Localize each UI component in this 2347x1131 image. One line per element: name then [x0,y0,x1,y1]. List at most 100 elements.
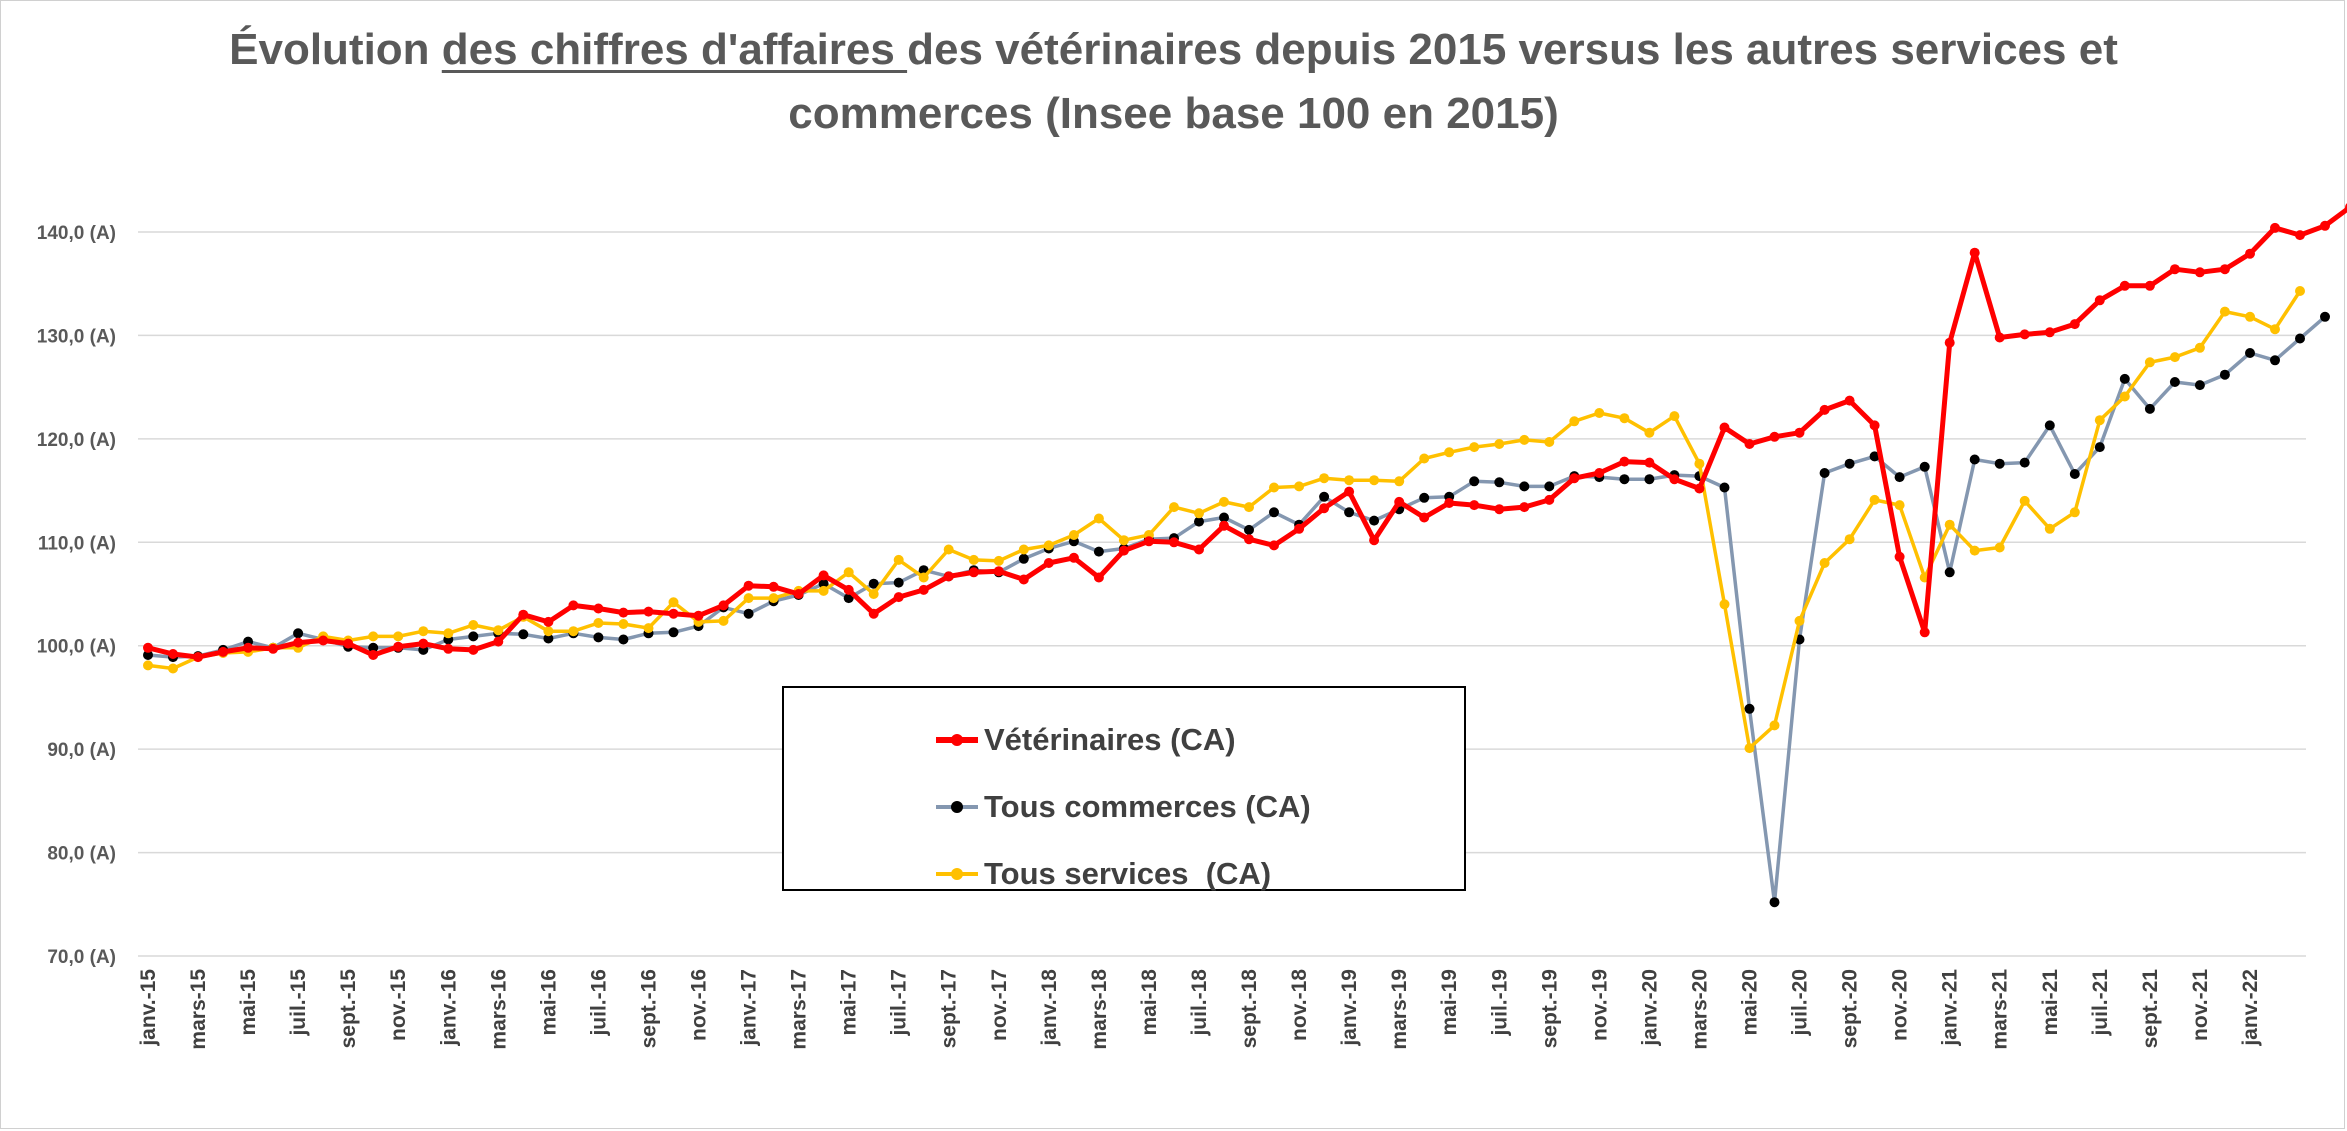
data-point-tous-commerces [543,633,554,644]
data-point-tous-commerces [1719,482,1730,493]
data-point-tous-commerces [468,631,479,642]
data-point-tous-commerces [893,577,904,588]
data-point-veterinaires [1619,456,1630,467]
data-point-tous-services [2295,286,2305,296]
data-point-veterinaires [893,592,904,603]
data-point-tous-services [1018,544,1029,555]
data-point-tous-commerces [1018,553,1029,564]
x-tick-label: mars-18 [1088,969,1111,1050]
chart-title: Évolution des chiffres d'affaires des vé… [0,18,2347,146]
y-tick-label: 70,0 (A) [47,947,116,968]
data-point-tous-commerces [2219,369,2230,380]
series-line-veterinaires [147,206,2347,660]
data-point-veterinaires [568,600,579,611]
data-point-veterinaires [593,603,604,614]
x-tick-label: janv.-20 [1638,969,1661,1047]
data-point-veterinaires [1494,504,1505,515]
x-tick-label: nov.-17 [988,969,1011,1041]
data-point-veterinaires [643,606,654,617]
data-point-veterinaires [2245,248,2255,259]
x-tick-label: janv.-17 [738,969,761,1047]
x-tick-label: mars-20 [1688,969,1711,1050]
data-point-tous-commerces [668,627,679,638]
legend-symbol-tous-services [936,868,978,880]
data-point-tous-services [1744,743,1755,754]
data-point-tous-services [2119,391,2130,402]
data-point-veterinaires [1994,332,2005,343]
legend-item-veterinaires: Vétérinaires (CA) [934,720,1236,760]
data-point-tous-services [2044,523,2055,534]
data-point-tous-commerces [1419,492,1430,503]
data-point-veterinaires [2144,280,2155,291]
data-point-tous-commerces [2069,469,2080,479]
data-point-veterinaires [1444,498,1455,508]
data-point-tous-services [1969,545,1980,556]
data-point-tous-commerces [1869,451,1880,462]
x-axis-labels: janv.-15 mars-15 mai-15 juil.-15 sept.-15 nov… [137,969,2262,1050]
data-point-tous-services [1569,416,1580,427]
data-point-veterinaires [368,650,379,660]
data-point-veterinaires [468,644,479,655]
x-tick-label: nov.-18 [1288,969,1311,1041]
data-point-veterinaires [1919,627,1930,638]
data-point-tous-services [1594,408,1605,418]
data-point-tous-services [1619,413,1630,424]
legend: Vétérinaires (CA) Tous commerces (CA) To… [782,686,1466,891]
data-point-tous-commerces [1544,481,1555,492]
data-point-tous-commerces [1494,477,1505,488]
data-point-tous-commerces [743,608,754,619]
data-point-tous-services [1419,453,1430,464]
x-tick-label: sept.-19 [1538,969,1561,1048]
data-point-tous-services [1043,540,1054,551]
data-point-veterinaires [2069,319,2080,330]
data-point-veterinaires [1394,496,1405,507]
data-point-tous-services [1469,442,1480,453]
data-point-tous-services [2245,311,2255,322]
data-point-veterinaires [1018,574,1029,585]
data-point-veterinaires [1068,552,1079,563]
data-point-tous-services [1294,481,1305,492]
data-point-tous-commerces [1944,567,1955,578]
data-point-tous-services [1694,458,1705,469]
x-tick-label: juil.-16 [587,969,610,1037]
x-tick-label: juil.-21 [2089,969,2112,1037]
data-point-veterinaires [1118,545,1129,556]
data-point-tous-commerces [1844,458,1855,469]
data-point-tous-services [868,589,879,599]
data-point-veterinaires [1169,537,1179,548]
legend-item-tous-services: Tous services (CA) [934,854,1271,894]
data-point-tous-commerces [293,628,304,639]
data-point-tous-services [2270,324,2280,335]
data-point-veterinaires [1819,404,1830,415]
data-point-tous-commerces [1244,524,1254,535]
data-point-veterinaires [318,635,329,646]
title-part2: des vétérinaires depuis 2015 versus les … [907,25,2118,74]
data-point-veterinaires [1219,520,1229,531]
data-point-tous-services [593,618,604,628]
y-tick-label: 80,0 (A) [47,844,116,865]
data-point-tous-commerces [1219,512,1229,523]
data-point-tous-services [2219,306,2230,317]
x-tick-label: juil.-15 [287,969,310,1037]
data-point-veterinaires [1043,558,1054,568]
data-point-tous-commerces [1519,481,1530,492]
x-tick-label: mai-15 [237,969,260,1036]
data-point-veterinaires [993,566,1004,577]
data-point-tous-services [2144,357,2155,368]
x-tick-label: juil.-18 [1188,969,1211,1037]
x-tick-label: sept.-17 [938,969,961,1048]
x-tick-label: janv.-18 [1038,969,1061,1047]
x-tick-label: sept.-15 [337,969,360,1049]
data-point-tous-services [543,626,554,637]
data-point-veterinaires [2019,329,2030,340]
title-underlined: des chiffres d'affaires [441,25,908,74]
data-point-veterinaires [718,600,729,611]
data-point-tous-services [1369,475,1380,486]
data-point-veterinaires [143,642,153,653]
data-point-veterinaires [1969,247,1980,258]
data-point-tous-services [993,555,1004,566]
data-point-tous-services [818,585,829,596]
legend-item-tous-commerces: Tous commerces (CA) [934,787,1311,827]
data-point-tous-commerces [1194,516,1204,527]
data-point-veterinaires [518,609,529,620]
